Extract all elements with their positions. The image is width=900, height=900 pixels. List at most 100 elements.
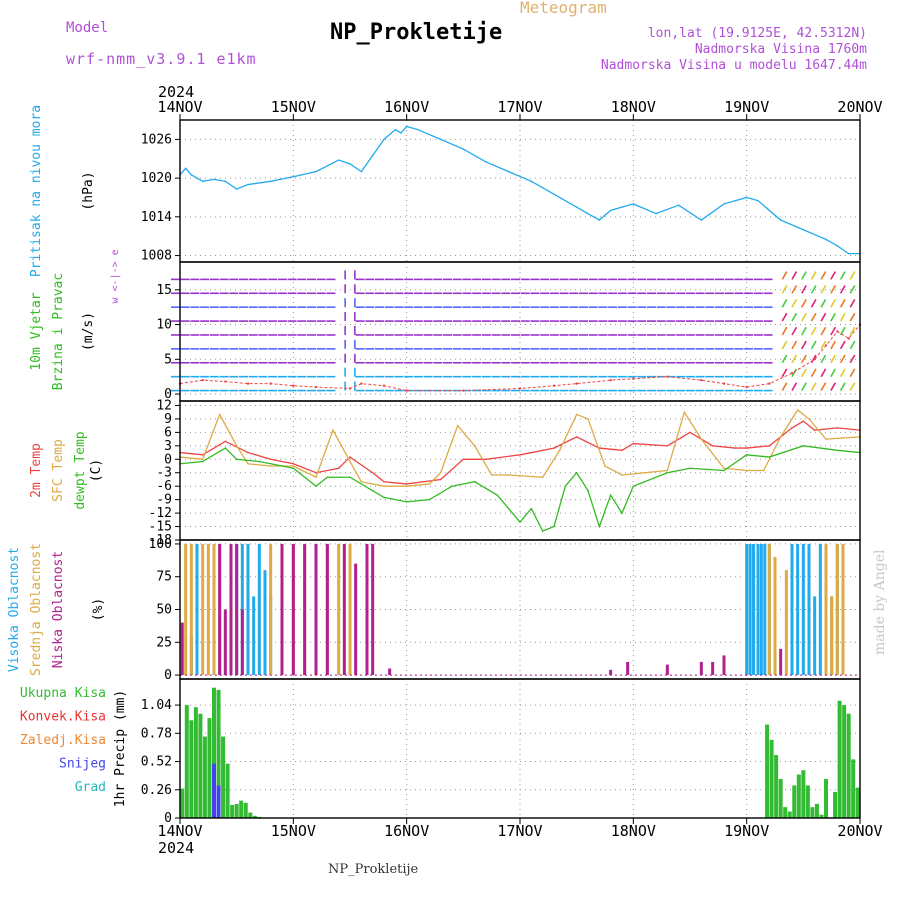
temperature-series-point bbox=[587, 489, 589, 492]
temperature-series-point bbox=[490, 474, 493, 476]
pressure-series-point bbox=[507, 170, 510, 173]
temperature-series-point bbox=[371, 471, 374, 474]
x-tick-label-bottom: 18NOV bbox=[611, 822, 656, 840]
x-tick-label-bottom: 17NOV bbox=[497, 822, 542, 840]
temperature-ylabel: 2m Temp bbox=[29, 443, 44, 498]
wind-barb bbox=[781, 368, 788, 378]
temperature-series-point bbox=[201, 454, 204, 456]
precipitation-ytick-label: 0 bbox=[164, 811, 172, 826]
wind-barb bbox=[781, 298, 788, 308]
wind-speed-point bbox=[824, 344, 828, 347]
clouds-bar bbox=[759, 543, 763, 676]
temperature-series-point bbox=[235, 445, 238, 447]
precipitation-bar bbox=[787, 811, 792, 818]
temperature-ytick-label: 9 bbox=[164, 412, 172, 427]
temperature-series-point bbox=[258, 460, 261, 463]
temperature-series-point bbox=[762, 469, 765, 472]
temperature-series-point bbox=[326, 476, 329, 479]
clouds-bar bbox=[263, 570, 267, 676]
wind-barb bbox=[810, 368, 817, 378]
precipitation-bar bbox=[212, 687, 216, 818]
wind-barb bbox=[791, 285, 798, 294]
wind-speed-point bbox=[790, 372, 794, 375]
temperature-series-point bbox=[768, 445, 771, 447]
wind-barb bbox=[810, 382, 817, 391]
temperature-ylabel: dewpt Temp bbox=[73, 431, 88, 509]
model-label: Model bbox=[66, 20, 109, 36]
temperature-ytick-label: -15 bbox=[149, 520, 172, 535]
wind-barb bbox=[820, 354, 827, 364]
wind-barb bbox=[849, 354, 856, 364]
temperature-series-point bbox=[836, 427, 839, 429]
wind-barb bbox=[791, 271, 798, 280]
wind-barb bbox=[839, 326, 846, 336]
temperature-series-point bbox=[666, 471, 669, 474]
temperature-series-point bbox=[439, 471, 442, 474]
wind-speed-point bbox=[836, 330, 839, 333]
wind-speed-point bbox=[575, 382, 578, 385]
wind-barb bbox=[849, 382, 856, 391]
wind-barb bbox=[801, 285, 807, 294]
pressure-ytick-label: 1020 bbox=[141, 171, 172, 186]
wind-speed-point bbox=[700, 378, 703, 382]
temperature-series-point bbox=[604, 465, 606, 467]
model-altitude: Nadmorska Visina u modelu 1647.44m bbox=[600, 58, 867, 73]
pressure-series-point bbox=[383, 138, 385, 141]
clouds-bar bbox=[779, 648, 783, 676]
x-tick-label-bottom: 20NOV bbox=[837, 822, 882, 840]
wind-barb bbox=[801, 298, 807, 308]
temperature-series-point bbox=[332, 429, 334, 431]
temperature-series-point bbox=[802, 445, 805, 447]
x-tick-label-top: 18NOV bbox=[611, 98, 656, 116]
precipitation-bar bbox=[216, 689, 221, 818]
precipitation-bar bbox=[814, 803, 819, 818]
precip-legend-entry: Zaledj.Kisa bbox=[20, 733, 106, 748]
precipitation-bar bbox=[212, 763, 216, 818]
precipitation-bar bbox=[805, 785, 810, 818]
pressure-series-point bbox=[779, 219, 782, 221]
clouds-bar bbox=[748, 543, 752, 676]
wind-speed-point bbox=[666, 375, 669, 378]
precipitation-ytick-label: 1.04 bbox=[141, 698, 172, 713]
temperature-series-point bbox=[247, 451, 249, 454]
clouds-bar bbox=[835, 543, 839, 676]
precipitation-bar bbox=[202, 736, 207, 818]
temperature-series-point bbox=[462, 458, 465, 461]
clouds-bar bbox=[212, 543, 216, 676]
precipitation-bar bbox=[243, 802, 248, 818]
temperature-series-point bbox=[218, 413, 221, 416]
pressure-series-point bbox=[224, 180, 227, 183]
pressure-series-point bbox=[655, 212, 657, 215]
pressure-series-point bbox=[825, 238, 827, 241]
wind-barb bbox=[810, 312, 817, 322]
wind-barb bbox=[791, 326, 798, 336]
temperature-series-point bbox=[643, 471, 646, 474]
x-tick-label-top: 20NOV bbox=[837, 98, 882, 116]
temperature-series-point bbox=[496, 494, 499, 496]
wind-barb bbox=[839, 382, 846, 391]
wind-barb bbox=[801, 368, 807, 378]
wind-barb bbox=[801, 326, 807, 336]
wind-speed-point bbox=[847, 337, 850, 340]
wind-barb bbox=[849, 312, 856, 322]
pressure-series-point bbox=[598, 219, 601, 221]
pressure-series-point bbox=[349, 163, 351, 165]
wind-speed-point bbox=[722, 382, 726, 385]
temperature-series-point bbox=[808, 418, 810, 420]
wind-ylabel: 10m Vjetar bbox=[29, 292, 44, 370]
wind-barb bbox=[839, 285, 846, 294]
wind-barb bbox=[801, 271, 807, 280]
wind-barb bbox=[820, 298, 827, 308]
clouds-bar bbox=[609, 669, 613, 676]
wind-barb bbox=[781, 271, 788, 280]
temperature-series-point bbox=[575, 413, 578, 416]
wind-speed-point bbox=[224, 380, 227, 383]
temperature-series-point bbox=[683, 411, 686, 414]
pressure-series-point bbox=[485, 161, 487, 163]
footer-station-name: NP_Prokletije bbox=[328, 862, 419, 877]
temperature-series-point bbox=[349, 460, 351, 463]
wind-barb bbox=[781, 326, 788, 336]
temperature-series-point bbox=[666, 469, 669, 472]
clouds-ylabel: Niska Oblacnost bbox=[51, 551, 66, 668]
location-coordinates: lon,lat (19.9125E, 42.5312N) bbox=[647, 26, 867, 41]
